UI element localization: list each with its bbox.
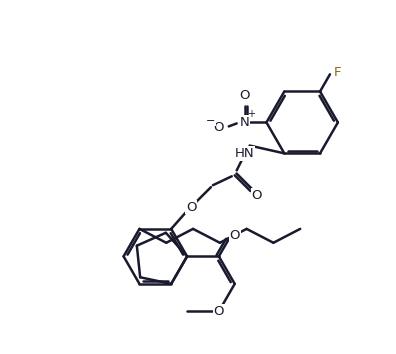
Text: O: O <box>213 121 224 134</box>
Text: HN: HN <box>235 147 255 160</box>
Text: N: N <box>240 116 249 129</box>
Text: O: O <box>186 201 196 213</box>
Text: O: O <box>239 89 250 102</box>
Text: O: O <box>213 305 224 318</box>
Text: +: + <box>247 109 255 120</box>
Text: F: F <box>334 66 342 79</box>
Text: O: O <box>229 229 240 242</box>
Text: O: O <box>251 189 262 202</box>
Text: −: − <box>206 116 215 126</box>
